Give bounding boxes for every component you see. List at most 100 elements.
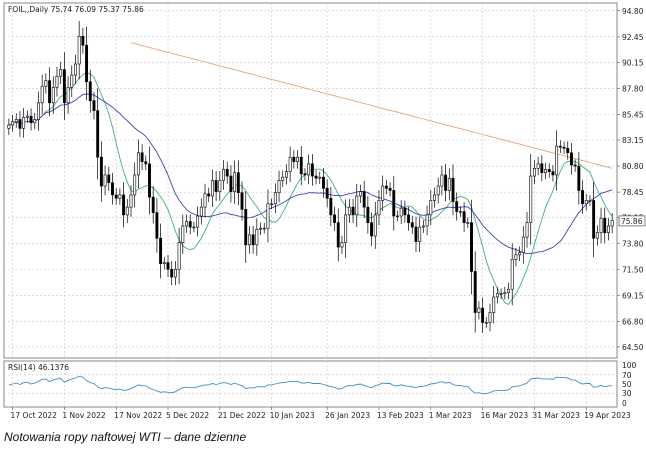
candle-body (588, 200, 592, 202)
candle-body (292, 156, 296, 162)
time-tick-label: 1 Nov 2022 (62, 411, 105, 420)
candle-body (433, 194, 436, 201)
candle-body (388, 187, 392, 191)
price-tick-label: 87.80 (622, 84, 644, 93)
candle-body (447, 177, 451, 191)
candle-body (270, 203, 274, 205)
time-tick-label: 21 Dec 2022 (218, 411, 266, 420)
candle-body (307, 163, 311, 176)
price-tick-label: 71.50 (622, 265, 644, 274)
time-tick-label: 16 Mar 2023 (481, 411, 529, 420)
candle-body (114, 194, 118, 199)
candle-body (521, 236, 525, 253)
candle-body (458, 211, 462, 213)
candle-body (247, 234, 251, 246)
rsi-tick-label: 100 (622, 361, 637, 370)
candle-body (584, 200, 588, 205)
candle-body (577, 165, 581, 191)
candle-body (236, 172, 240, 194)
candle-body (492, 296, 496, 313)
candle-body (151, 196, 155, 213)
candle-body (322, 176, 325, 189)
current-price-marker: 75.86 (618, 215, 646, 227)
time-tick-label: 19 Apr 2023 (584, 411, 631, 420)
candle-body (277, 180, 281, 194)
candle-body (188, 221, 192, 228)
candle-body (384, 185, 388, 189)
rsi-panel-frame (3, 360, 618, 408)
candle-body (599, 217, 603, 233)
candle-body (370, 222, 374, 237)
candle-body (81, 35, 85, 46)
candle-body (484, 322, 488, 324)
current-price-box (618, 215, 646, 227)
candle-body (595, 232, 599, 239)
candle-body (74, 63, 77, 76)
candle-body (85, 44, 89, 83)
candle-body (11, 121, 14, 126)
candle-body (329, 197, 333, 216)
candle-body (366, 206, 370, 223)
candle-body (373, 214, 377, 237)
candle-body (455, 201, 459, 212)
main-panel-frame (3, 2, 618, 359)
rsi-line-group (8, 375, 613, 395)
main-price-panel: FOIL,,Daily 75.74 76.09 75.37 75.86 94.8… (3, 2, 646, 359)
candle-body (547, 169, 551, 172)
candle-body (592, 200, 596, 239)
candle-body (44, 80, 48, 87)
candle-body (88, 81, 92, 101)
candle-body (444, 174, 448, 191)
candle-body (607, 225, 610, 233)
candle-body (77, 35, 81, 65)
candle-body (381, 185, 385, 201)
candle-body (440, 174, 444, 187)
candle-body (410, 222, 414, 228)
price-tick-label: 78.45 (622, 188, 644, 197)
candle-body (136, 152, 140, 176)
candle-body (62, 69, 66, 104)
candle-body (529, 175, 533, 223)
candle-body (218, 180, 222, 192)
candle-body (48, 80, 52, 104)
candle-body (377, 200, 381, 216)
candle-body (288, 156, 292, 172)
candle-body (240, 192, 244, 210)
candle-body (499, 293, 503, 295)
candle-body (144, 161, 148, 165)
candle-body (362, 191, 366, 208)
moving-average-lines (8, 42, 613, 305)
candle-body (514, 254, 518, 260)
candle-body (51, 87, 55, 104)
candle-body (314, 175, 318, 179)
candle-body (536, 163, 540, 169)
candle-body (159, 237, 163, 265)
candle-body (518, 252, 522, 256)
candle-body (333, 214, 337, 223)
candle-body (473, 271, 477, 313)
candle-body (170, 268, 174, 278)
candle-body (310, 163, 314, 177)
candle-body (262, 227, 266, 230)
candle-body (70, 74, 74, 88)
candle-body (251, 234, 255, 246)
candle-body (507, 288, 510, 293)
candle-body (96, 110, 100, 158)
candle-body (562, 146, 566, 149)
price-tick-label: 92.45 (622, 33, 644, 42)
candle-body (210, 180, 214, 197)
candle-body (551, 171, 555, 176)
candle-body (451, 177, 455, 202)
candle-body (555, 145, 559, 176)
candle-body (40, 85, 44, 104)
rsi-header: RSI(14) 46.1376 (8, 363, 69, 372)
candle-body (225, 169, 229, 177)
time-tick-label: 26 Jan 2023 (325, 411, 370, 420)
candle-body (340, 242, 344, 248)
candle-body (355, 195, 359, 216)
candle-body (173, 268, 177, 278)
candle-body (181, 225, 185, 243)
